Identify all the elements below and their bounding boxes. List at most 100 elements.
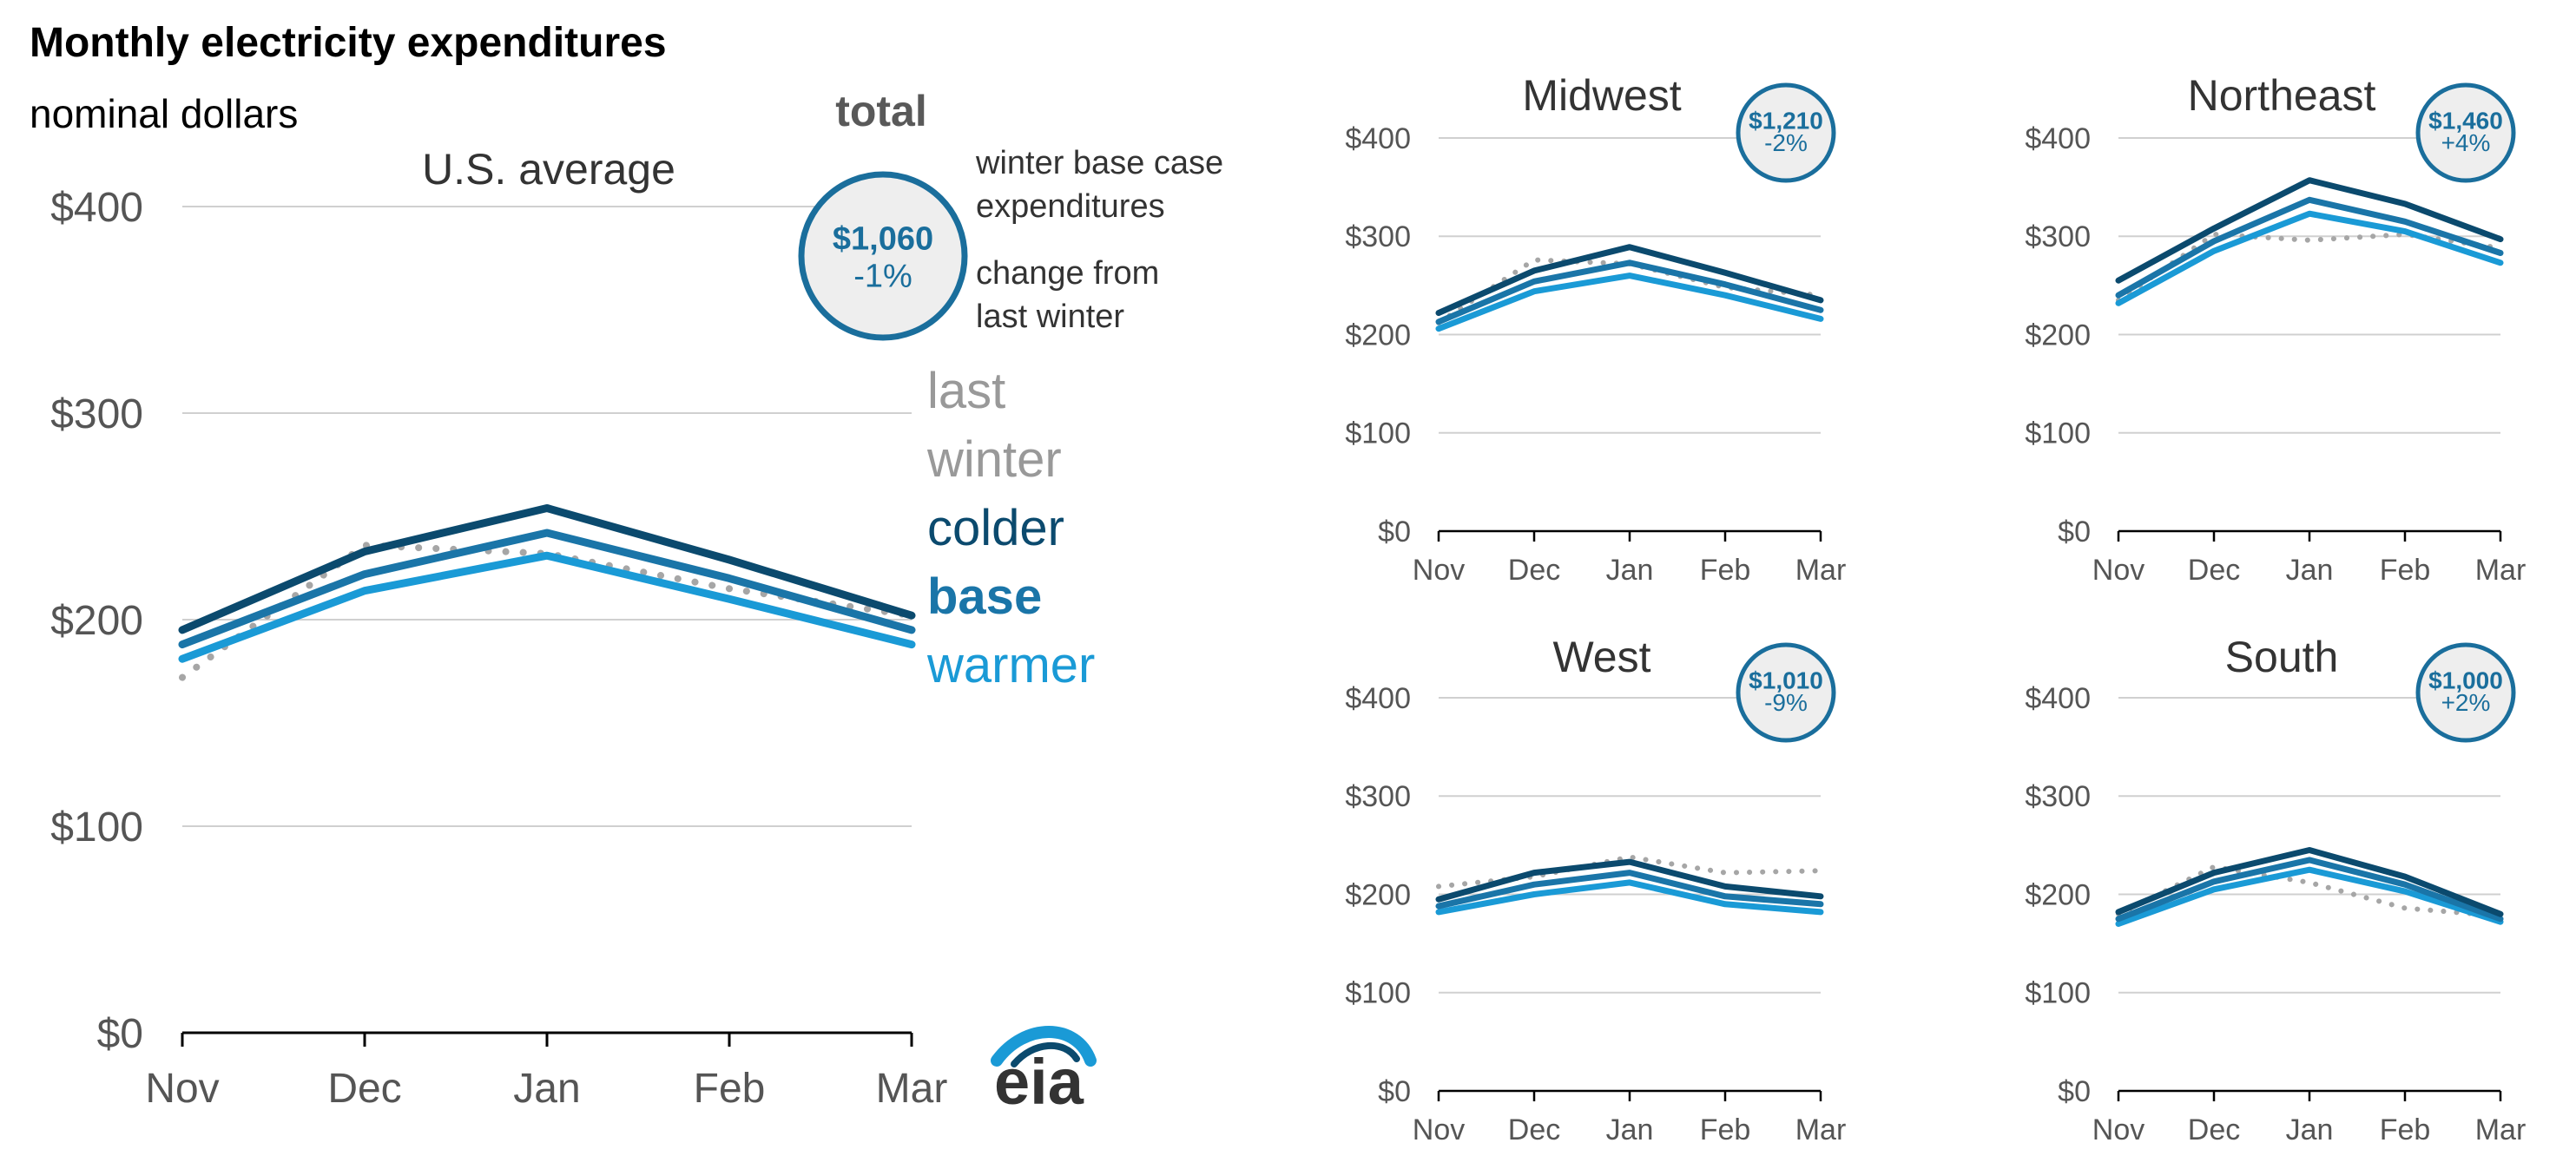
panel-west: $0 $100 $200 $300 $400 Nov Dec Jan Feb Mar West $1,… <box>1345 633 1846 1146</box>
northeast-y-tick-label: $0 <box>2058 516 2091 548</box>
northeast-series-warmer <box>2115 210 2504 306</box>
northeast-x-tick-label: Dec <box>2188 554 2240 587</box>
midwest-panel-title: Midwest <box>1522 71 1681 120</box>
midwest-x-tick-label: Jan <box>1606 554 1654 587</box>
midwest-badge-circle <box>1736 82 1836 183</box>
u-s-average-badge: $1,060-1% <box>798 171 968 341</box>
south-x-tick-label: Nov <box>2092 1113 2144 1146</box>
midwest-badge-value: $1,210 <box>1749 108 1823 135</box>
panel-midwest: $0 $100 $200 $300 $400 Nov Dec Jan Feb Mar Midwest… <box>1345 71 1846 587</box>
u-s-average-y-tick-label: $400 <box>50 185 143 231</box>
northeast-panel-title: Northeast <box>2188 71 2376 120</box>
chart-subtitle: nominal dollars <box>30 91 298 136</box>
midwest-series-base <box>1435 259 1824 325</box>
summary-value-label-line1: winter base case <box>975 145 1223 181</box>
west-y-tick-label: $400 <box>1345 682 1411 715</box>
west-x-tick-label: Jan <box>1606 1113 1654 1146</box>
eia-logo-icon: eia <box>991 1026 1097 1118</box>
south-badge-value: $1,000 <box>2428 667 2503 694</box>
u-s-average-panel-title: U.S. average <box>422 145 675 194</box>
u-s-average-series-colder <box>178 504 916 634</box>
midwest-y-tick-label: $0 <box>1378 516 1411 548</box>
south-badge-change: +2% <box>2441 689 2491 716</box>
northeast-y-tick-label: $400 <box>2025 122 2091 155</box>
northeast-badge: $1,460+4% <box>2415 82 2516 183</box>
south-x-tick-label: Dec <box>2188 1113 2240 1146</box>
south-panel-title: South <box>2225 633 2339 681</box>
south-x-tick-label: Jan <box>2286 1113 2334 1146</box>
west-badge: $1,010-9% <box>1736 642 1836 743</box>
midwest-series-colder <box>1435 244 1824 317</box>
west-panel-title: West <box>1553 633 1651 681</box>
eia-logo-text: eia <box>994 1046 1084 1118</box>
summary-heading: total <box>835 87 927 135</box>
northeast-x-tick-label: Feb <box>2380 554 2431 587</box>
south-series-colder <box>2115 847 2504 917</box>
northeast-series-base <box>2115 196 2504 299</box>
midwest-series-warmer <box>1435 273 1824 332</box>
legend-item-warmer: warmer <box>926 637 1095 693</box>
west-x-tick-label: Mar <box>1795 1113 1847 1146</box>
south-badge: $1,000+2% <box>2415 642 2516 743</box>
legend-item-base: base <box>927 568 1042 625</box>
midwest-series-last-winter <box>1436 257 1823 325</box>
legend: last winter colder base warmer <box>926 363 1095 693</box>
west-y-tick-label: $200 <box>1345 878 1411 911</box>
northeast-badge-value: $1,460 <box>2428 108 2503 135</box>
midwest-y-tick-label: $300 <box>1345 220 1411 253</box>
west-series-warmer <box>1435 879 1824 916</box>
northeast-y-tick-label: $200 <box>2025 319 2091 351</box>
northeast-x-tick-label: Nov <box>2092 554 2144 587</box>
midwest-x-tick-label: Mar <box>1795 554 1847 587</box>
u-s-average-x-tick-label: Nov <box>145 1066 219 1112</box>
northeast-y-tick-label: $100 <box>2025 417 2091 450</box>
northeast-badge-circle <box>2415 82 2516 183</box>
u-s-average-series-warmer <box>178 551 916 663</box>
u-s-average-x-tick-label: Dec <box>327 1066 401 1112</box>
south-series-warmer <box>2115 866 2504 927</box>
panel-northeast: $0 $100 $200 $300 $400 Nov Dec Jan Feb Mar Northea… <box>2025 71 2526 587</box>
panel-u-s-average: $0 $100 $200 $300 $400 Nov Dec Jan Feb Mar U.S. av… <box>50 145 968 1112</box>
midwest-y-tick-label: $100 <box>1345 417 1411 450</box>
midwest-badge-change: -2% <box>1764 129 1808 156</box>
midwest-y-tick-label: $400 <box>1345 122 1411 155</box>
u-s-average-y-tick-label: $200 <box>50 598 143 644</box>
chart-title: Monthly electricity expenditures <box>30 20 667 66</box>
legend-item-last: last <box>927 363 1005 419</box>
midwest-badge: $1,210-2% <box>1736 82 1836 183</box>
northeast-x-tick-label: Jan <box>2286 554 2334 587</box>
west-series-base <box>1435 870 1824 910</box>
u-s-average-badge-change: -1% <box>853 259 912 295</box>
u-s-average-badge-value: $1,060 <box>833 220 933 257</box>
summary-change-label-line2: last winter <box>976 299 1124 335</box>
south-y-tick-label: $300 <box>2025 780 2091 813</box>
west-series-colder <box>1435 858 1824 903</box>
west-y-tick-label: $300 <box>1345 780 1411 813</box>
west-badge-value: $1,010 <box>1749 667 1823 694</box>
west-x-tick-label: Dec <box>1508 1113 1560 1146</box>
midwest-y-tick-label: $200 <box>1345 319 1411 351</box>
south-x-tick-label: Mar <box>2475 1113 2527 1146</box>
midwest-x-tick-label: Nov <box>1413 554 1465 587</box>
south-badge-circle <box>2415 642 2516 743</box>
west-y-tick-label: $100 <box>1345 977 1411 1010</box>
summary-change-label-line1: change from <box>976 255 1159 292</box>
u-s-average-badge-circle <box>798 171 968 341</box>
northeast-badge-change: +4% <box>2441 129 2491 156</box>
south-y-tick-label: $0 <box>2058 1075 2091 1108</box>
legend-item-winter: winter <box>926 431 1062 488</box>
west-badge-change: -9% <box>1764 689 1808 716</box>
summary-value-label-line2: expenditures <box>976 188 1165 225</box>
south-y-tick-label: $200 <box>2025 878 2091 911</box>
u-s-average-y-tick-label: $0 <box>97 1011 143 1057</box>
south-y-tick-label: $400 <box>2025 682 2091 715</box>
midwest-x-tick-label: Feb <box>1700 554 1751 587</box>
south-series-base <box>2115 857 2504 923</box>
u-s-average-series-base <box>178 529 916 649</box>
panel-south: $0 $100 $200 $300 $400 Nov Dec Jan Feb Mar South $1… <box>2025 633 2526 1146</box>
u-s-average-x-tick-label: Mar <box>876 1066 948 1112</box>
west-x-tick-label: Nov <box>1413 1113 1465 1146</box>
west-x-tick-label: Feb <box>1700 1113 1751 1146</box>
u-s-average-x-tick-label: Feb <box>694 1066 766 1112</box>
